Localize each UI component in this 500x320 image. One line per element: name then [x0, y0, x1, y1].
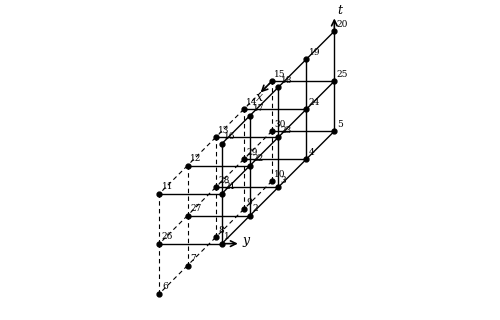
- Text: 14: 14: [246, 98, 258, 107]
- Text: 26: 26: [162, 232, 173, 241]
- Text: 15: 15: [274, 70, 286, 79]
- Text: 13: 13: [218, 126, 230, 135]
- Text: 4: 4: [308, 148, 314, 157]
- Text: 16: 16: [224, 132, 236, 141]
- Text: x: x: [256, 91, 262, 104]
- Text: 20: 20: [337, 20, 348, 29]
- Text: 24: 24: [308, 98, 320, 107]
- Text: 23: 23: [280, 126, 292, 135]
- Text: 29: 29: [246, 148, 258, 157]
- Text: 2: 2: [252, 204, 258, 213]
- Text: 21: 21: [224, 182, 236, 191]
- Text: 6: 6: [162, 282, 168, 291]
- Text: 9: 9: [246, 198, 252, 207]
- Text: 10: 10: [274, 170, 286, 179]
- Text: 1: 1: [224, 232, 230, 241]
- Text: 8: 8: [218, 226, 224, 235]
- Text: 18: 18: [280, 76, 292, 85]
- Text: 22: 22: [252, 154, 264, 163]
- Text: 25: 25: [337, 70, 348, 79]
- Text: 28: 28: [218, 176, 230, 185]
- Text: y: y: [242, 234, 250, 247]
- Text: 17: 17: [252, 104, 264, 113]
- Text: 19: 19: [308, 48, 320, 57]
- Text: 11: 11: [162, 182, 173, 191]
- Text: 12: 12: [190, 154, 202, 163]
- Text: 3: 3: [280, 176, 286, 185]
- Text: 5: 5: [337, 120, 342, 129]
- Text: 7: 7: [190, 254, 196, 263]
- Text: 27: 27: [190, 204, 202, 213]
- Text: 30: 30: [274, 120, 285, 129]
- Text: t: t: [338, 4, 342, 17]
